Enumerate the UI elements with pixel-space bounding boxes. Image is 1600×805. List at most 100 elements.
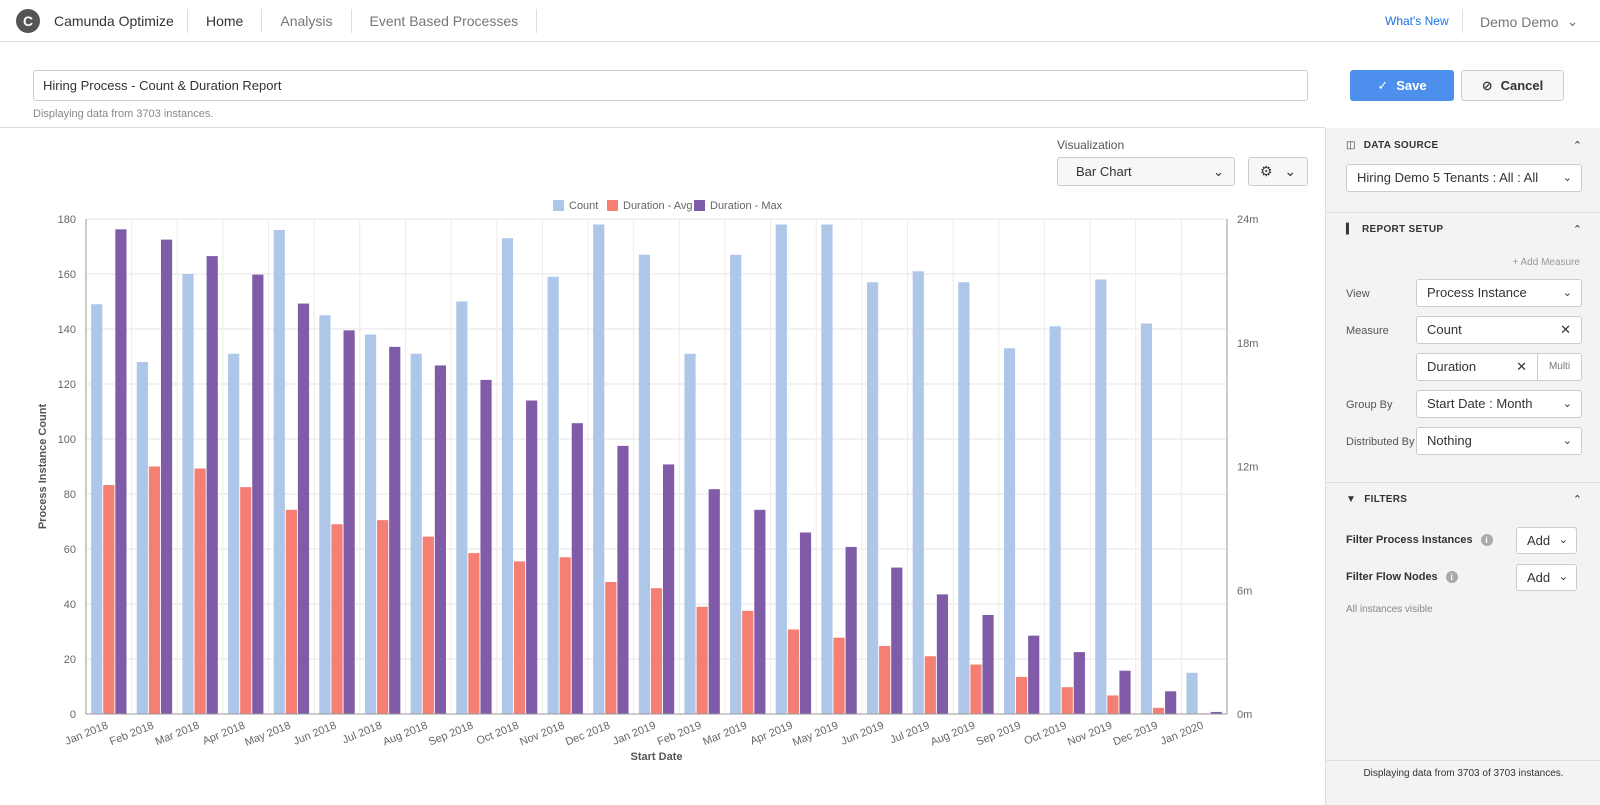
add-flow-node-filter-button[interactable]: Add ⌄ bbox=[1516, 564, 1577, 591]
view-label: View bbox=[1346, 288, 1370, 300]
bar-duration-max bbox=[1165, 691, 1177, 714]
database-icon: ◫ bbox=[1346, 140, 1356, 151]
bar-count bbox=[319, 315, 331, 714]
y-tick-label: 80 bbox=[64, 489, 76, 501]
bar-duration-max bbox=[160, 239, 173, 714]
bar-duration-max bbox=[434, 365, 446, 714]
x-tick-label: May 2018 bbox=[243, 720, 292, 749]
close-icon[interactable]: ✕ bbox=[1560, 322, 1571, 337]
x-tick-label: Jun 2018 bbox=[292, 720, 338, 748]
y-tick-label: 140 bbox=[58, 324, 76, 336]
cancel-label: Cancel bbox=[1500, 78, 1544, 93]
visualization-label: Visualization bbox=[1057, 138, 1125, 152]
measure-count[interactable]: Count ✕ bbox=[1416, 316, 1582, 344]
chevron-up-icon[interactable]: ⌃ bbox=[1572, 224, 1582, 236]
data-source-header[interactable]: ◫ DATA SOURCE bbox=[1346, 140, 1439, 151]
x-tick-label: Jul 2019 bbox=[888, 720, 931, 747]
filter-icon: ▼ bbox=[1346, 494, 1357, 505]
bar-duration-max bbox=[617, 445, 629, 714]
info-icon[interactable]: i bbox=[1445, 571, 1458, 583]
gear-icon: ⚙ bbox=[1259, 163, 1273, 179]
nav-event-based-processes[interactable]: Event Based Processes bbox=[369, 12, 519, 29]
chevron-up-icon[interactable]: ⌃ bbox=[1572, 140, 1582, 152]
filter-process-instances-text: Filter Process Instances bbox=[1346, 534, 1473, 546]
bar-duration-avg bbox=[1061, 687, 1073, 714]
x-tick-label: Aug 2018 bbox=[381, 720, 429, 749]
bar-duration-avg bbox=[879, 645, 891, 714]
bar-count bbox=[501, 238, 514, 714]
chevron-down-icon: ⌄ bbox=[1558, 534, 1568, 546]
bar-duration-max bbox=[480, 379, 492, 714]
x-tick-label: Oct 2018 bbox=[475, 720, 521, 748]
bar-count bbox=[410, 353, 422, 714]
instances-info: Displaying data from 3703 instances. bbox=[33, 108, 214, 120]
data-source-value: Hiring Demo 5 Tenants : All : All bbox=[1357, 170, 1539, 185]
nav-divider bbox=[187, 8, 188, 33]
bar-duration-avg bbox=[240, 487, 252, 714]
chevron-down-icon: ⌄ bbox=[1213, 164, 1224, 179]
report-name-input[interactable]: Hiring Process - Count & Duration Report bbox=[33, 70, 1308, 101]
x-tick-label: May 2019 bbox=[791, 720, 840, 749]
data-source-select[interactable]: Hiring Demo 5 Tenants : All : All ⌄ bbox=[1346, 164, 1582, 192]
bar-count bbox=[775, 224, 787, 714]
x-tick-label: Apr 2018 bbox=[201, 720, 247, 748]
legend-swatch bbox=[694, 200, 705, 211]
bar-count bbox=[958, 282, 970, 714]
bar-duration-max bbox=[571, 423, 583, 714]
bar-duration-avg bbox=[422, 536, 434, 714]
multi-aggregation-button[interactable]: Multi bbox=[1538, 353, 1582, 381]
info-icon[interactable]: i bbox=[1480, 534, 1493, 546]
cancel-button[interactable]: ⊘ Cancel bbox=[1461, 70, 1564, 101]
report-setup-header[interactable]: ▍ REPORT SETUP bbox=[1346, 224, 1443, 235]
bar-duration-max bbox=[891, 567, 903, 714]
check-icon: ✓ bbox=[1377, 77, 1389, 93]
close-icon[interactable]: ✕ bbox=[1516, 359, 1527, 374]
bar-duration-max bbox=[206, 256, 218, 714]
bar-count bbox=[182, 274, 194, 714]
chart-svg: 0 20 40 60 80 100 120 140 160 180 0m 6m 12m 18m 24m Jan… bbox=[37, 200, 1276, 763]
bar-count bbox=[1049, 326, 1061, 714]
nav-analysis[interactable]: Analysis bbox=[280, 12, 333, 29]
y-axis-title: Process Instance Count bbox=[37, 404, 49, 530]
camunda-logo-icon[interactable]: C bbox=[16, 8, 40, 33]
header-divider bbox=[0, 127, 1325, 128]
bar-duration-max bbox=[1073, 652, 1085, 714]
visualization-select[interactable]: Bar Chart ⌄ bbox=[1057, 157, 1235, 186]
add-measure-button[interactable]: + Add Measure bbox=[1512, 257, 1580, 268]
report-setup-title: REPORT SETUP bbox=[1362, 224, 1444, 235]
user-menu[interactable]: Demo Demo ⌄ bbox=[1480, 13, 1578, 30]
group-by-select[interactable]: Start Date : Month ⌄ bbox=[1416, 390, 1582, 418]
bar-duration-max bbox=[799, 532, 812, 714]
save-button[interactable]: ✓ Save bbox=[1350, 70, 1454, 101]
add-measure-label: Add Measure bbox=[1520, 257, 1580, 268]
chevron-down-icon: ⌄ bbox=[1562, 435, 1572, 447]
x-tick-label: Dec 2019 bbox=[1112, 720, 1160, 749]
chevron-up-icon[interactable]: ⌃ bbox=[1572, 494, 1582, 506]
whats-new-link[interactable]: What's New bbox=[1385, 14, 1449, 28]
bar-count bbox=[1003, 348, 1016, 714]
nav-home[interactable]: Home bbox=[206, 12, 244, 29]
view-select[interactable]: Process Instance ⌄ bbox=[1416, 279, 1582, 307]
measure-duration[interactable]: Duration ✕ bbox=[1416, 353, 1538, 381]
bar-duration-avg bbox=[605, 582, 617, 714]
bar-count bbox=[684, 353, 696, 714]
x-tick-label: Jan 2018 bbox=[63, 720, 109, 748]
chart-settings-button[interactable]: ⚙ ⌄ bbox=[1248, 157, 1308, 186]
y-tick-label: 20 bbox=[64, 654, 76, 666]
top-nav: C Camunda Optimize Home Analysis Event B… bbox=[0, 0, 1600, 42]
add-label: Add bbox=[1527, 533, 1551, 548]
bar-duration-max bbox=[115, 229, 127, 714]
y-tick-label: 0 bbox=[70, 709, 76, 721]
distributed-by-select[interactable]: Nothing ⌄ bbox=[1416, 427, 1582, 455]
bar-count bbox=[136, 362, 148, 714]
bar-count bbox=[364, 334, 377, 714]
section-divider bbox=[1326, 482, 1600, 483]
app-name[interactable]: Camunda Optimize bbox=[54, 12, 174, 29]
bar-duration-max bbox=[1210, 711, 1222, 714]
filters-header[interactable]: ▼ FILTERS bbox=[1346, 494, 1407, 505]
bar-count bbox=[638, 254, 650, 714]
x-tick-label: Jul 2018 bbox=[341, 720, 384, 747]
add-process-filter-button[interactable]: Add ⌄ bbox=[1516, 527, 1577, 554]
x-tick-label: Apr 2019 bbox=[749, 720, 795, 748]
distributed-by-label: Distributed By bbox=[1346, 436, 1415, 448]
